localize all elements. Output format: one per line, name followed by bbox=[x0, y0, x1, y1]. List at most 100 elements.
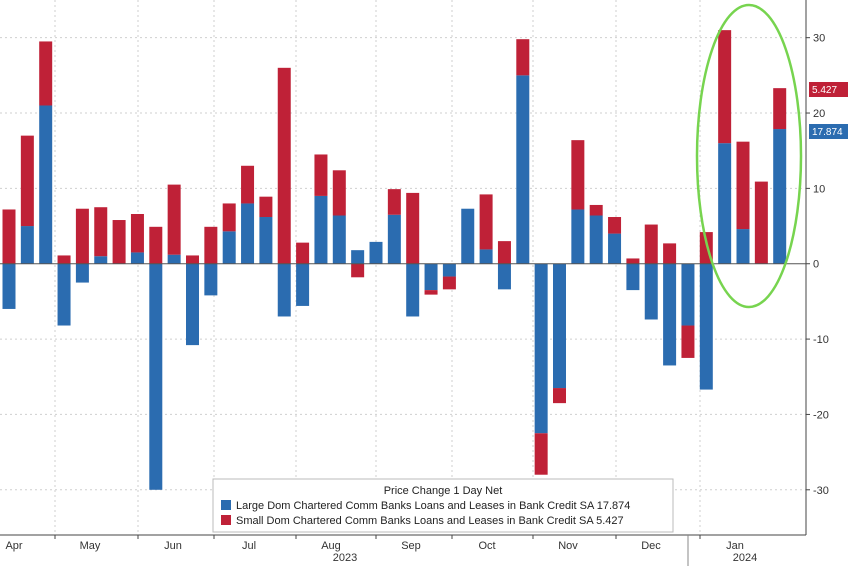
bar-small bbox=[296, 242, 310, 264]
bar-large bbox=[534, 263, 548, 434]
x-tick-label: Apr bbox=[5, 540, 22, 552]
bar-large bbox=[773, 129, 787, 264]
bar-small bbox=[94, 207, 108, 257]
bar-small bbox=[2, 209, 16, 264]
bar-large bbox=[497, 263, 511, 290]
bar-small bbox=[754, 181, 768, 264]
y-tick-label: 20 bbox=[813, 108, 825, 120]
bar-small bbox=[130, 214, 144, 253]
bar-small bbox=[516, 39, 530, 76]
bar-large bbox=[406, 263, 420, 317]
bar-large bbox=[461, 208, 475, 264]
bar-small bbox=[608, 217, 622, 234]
year-label-2024: 2024 bbox=[733, 552, 757, 564]
bar-large bbox=[442, 263, 456, 277]
x-tick-label: Dec bbox=[641, 540, 661, 552]
bar-large bbox=[479, 249, 493, 264]
bar-large bbox=[2, 263, 16, 309]
bar-large bbox=[39, 105, 53, 264]
bar-large bbox=[296, 263, 310, 306]
bar-large bbox=[424, 263, 438, 291]
x-tick-label: Jul bbox=[242, 540, 256, 552]
bar-small bbox=[387, 189, 401, 215]
y-tick-label: 30 bbox=[813, 33, 825, 45]
x-tick-label: Jan bbox=[726, 540, 744, 552]
legend-label-small: Small Dom Chartered Comm Banks Loans and… bbox=[236, 515, 624, 527]
bar-large bbox=[351, 250, 365, 264]
y-tick-label: -30 bbox=[813, 485, 829, 497]
badge-large-bg bbox=[809, 124, 848, 139]
bar-small bbox=[479, 194, 493, 250]
x-tick-label: Aug bbox=[321, 540, 341, 552]
bar-small bbox=[553, 388, 566, 404]
bar-small bbox=[222, 203, 236, 232]
y-tick-label: -20 bbox=[813, 409, 829, 421]
bar-large bbox=[204, 263, 218, 296]
bar-large bbox=[314, 195, 328, 264]
legend-label-large: Large Dom Chartered Comm Banks Loans and… bbox=[236, 500, 630, 512]
bar-small bbox=[20, 135, 34, 227]
bar-large bbox=[20, 226, 34, 264]
legend-swatch-large bbox=[221, 500, 231, 510]
bar-small bbox=[75, 208, 89, 264]
bar-small bbox=[167, 184, 181, 255]
highlight-ellipse bbox=[695, 3, 803, 309]
bar-small bbox=[259, 196, 273, 218]
bar-large bbox=[663, 263, 677, 366]
bar-large bbox=[553, 263, 566, 389]
bar-large bbox=[241, 203, 255, 264]
x-axis: Apr May Jun Jul Aug Sep Oct Nov Dec Jan bbox=[5, 535, 744, 552]
bar-large bbox=[149, 263, 163, 490]
bar-small bbox=[718, 30, 732, 144]
bar-small bbox=[57, 255, 71, 264]
bar-large bbox=[130, 252, 144, 264]
bar-large bbox=[387, 214, 401, 264]
legend-box bbox=[212, 478, 674, 533]
bar-small bbox=[112, 220, 126, 264]
bar-small bbox=[663, 243, 677, 264]
bar-large bbox=[222, 231, 236, 264]
bar-large bbox=[608, 233, 622, 264]
bar-small bbox=[424, 290, 438, 295]
bar-small bbox=[534, 433, 548, 475]
bar-large bbox=[57, 263, 71, 326]
bar-large bbox=[277, 263, 291, 317]
x-tick-label: Jun bbox=[164, 540, 182, 552]
badge-small-bg bbox=[809, 82, 848, 97]
bars bbox=[2, 30, 787, 490]
bar-small bbox=[204, 226, 218, 264]
bar-small bbox=[314, 154, 328, 196]
y-tick-label: 10 bbox=[813, 183, 825, 195]
bar-large bbox=[681, 263, 695, 326]
bar-small bbox=[442, 276, 456, 290]
y-tick-label: 0 bbox=[813, 259, 819, 271]
y-axis: 30 20 10 0 -10 -20 -30 bbox=[806, 33, 829, 497]
year-label-2023: 2023 bbox=[333, 552, 357, 564]
value-badge-small: 5.427 bbox=[809, 82, 848, 97]
bar-small bbox=[589, 204, 603, 216]
badge-large-text: 17.874 bbox=[812, 127, 843, 138]
bar-small bbox=[626, 258, 640, 264]
x-tick-label: Oct bbox=[478, 540, 495, 552]
bar-small bbox=[497, 241, 511, 264]
bar-small bbox=[681, 325, 695, 358]
bar-small bbox=[571, 140, 585, 210]
bar-large bbox=[626, 263, 640, 291]
bar-small bbox=[644, 224, 658, 264]
legend-title: Price Change 1 Day Net bbox=[384, 485, 503, 497]
value-badge-large: 17.874 bbox=[809, 124, 848, 139]
bar-large bbox=[75, 263, 89, 283]
x-tick-label: May bbox=[80, 540, 101, 552]
bar-small bbox=[406, 192, 420, 264]
bar-large bbox=[332, 215, 346, 264]
bar-large bbox=[369, 241, 383, 264]
badge-small-text: 5.427 bbox=[812, 85, 837, 96]
x-tick-label: Sep bbox=[401, 540, 421, 552]
legend: Price Change 1 Day Net Large Dom Charter… bbox=[212, 478, 674, 533]
x-tick-label: Nov bbox=[558, 540, 578, 552]
legend-swatch-small bbox=[221, 515, 231, 525]
y-tick-label: -10 bbox=[813, 334, 829, 346]
bar-large bbox=[589, 215, 603, 264]
bar-large bbox=[644, 263, 658, 320]
